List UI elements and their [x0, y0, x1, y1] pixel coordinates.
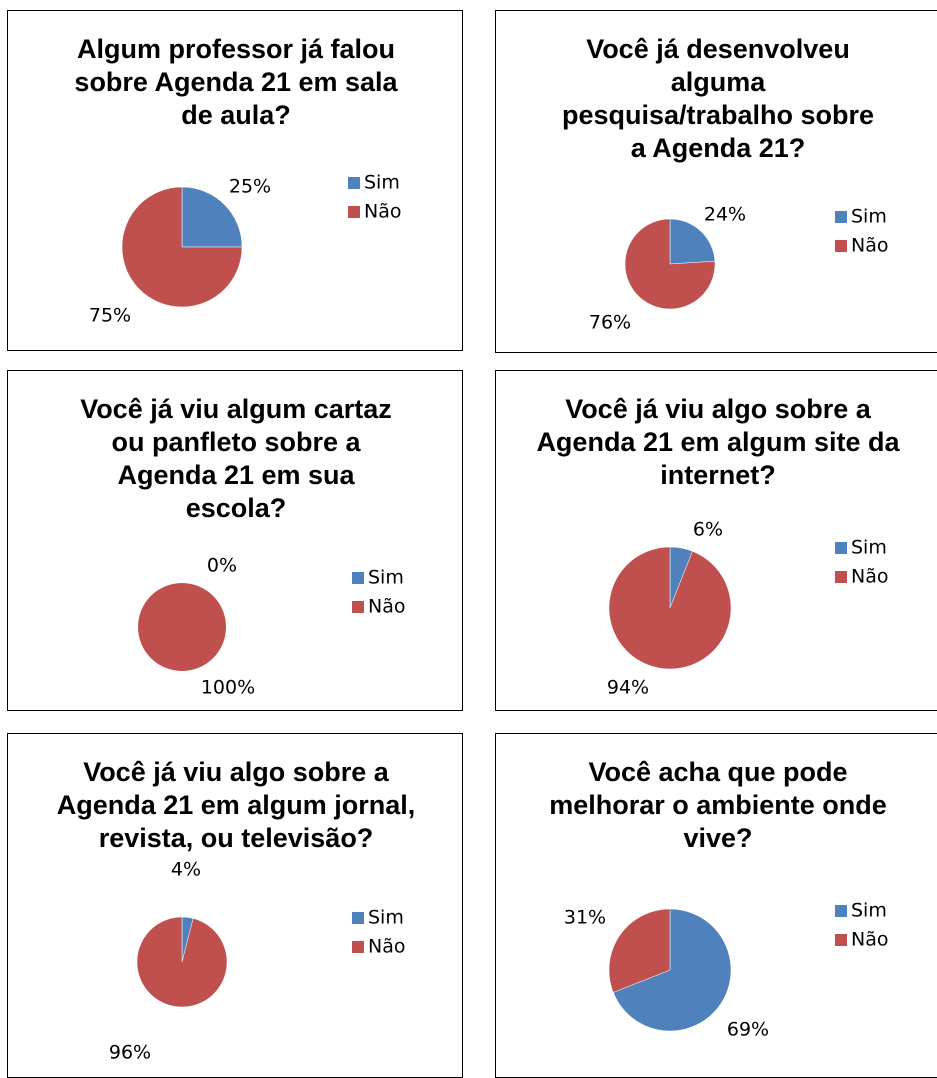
legend-label: Não — [851, 566, 888, 588]
pie-slice — [136, 916, 228, 1008]
legend-label: Sim — [368, 907, 404, 929]
data-label: 94% — [607, 677, 649, 699]
legend-label: Não — [368, 596, 405, 618]
data-label: 96% — [109, 1042, 151, 1064]
legend-swatch — [352, 941, 364, 953]
data-label: 6% — [693, 519, 723, 541]
chart-title: Você já desenvolveu alguma pesquisa/trab… — [561, 34, 875, 163]
data-label: 25% — [229, 176, 271, 198]
legend-label: Sim — [851, 537, 887, 559]
chart-panel: Você já viu algo sobre a Agenda 21 em al… — [495, 370, 937, 711]
chart-title: Você já viu algo sobre a Agenda 21 em al… — [536, 394, 900, 490]
chart-panel: Você acha que pode melhorar o ambiente o… — [495, 733, 937, 1078]
legend-label: Não — [851, 235, 888, 257]
pie-slice — [121, 186, 243, 308]
chart-title: Você acha que pode melhorar o ambiente o… — [549, 757, 887, 853]
legend-swatch — [835, 240, 847, 252]
data-label: 4% — [171, 859, 201, 881]
pie-slice — [612, 908, 732, 1032]
data-label: 0% — [207, 555, 237, 577]
legend-swatch — [352, 912, 364, 924]
legend-label: Não — [368, 936, 405, 958]
legend-swatch — [835, 542, 847, 554]
legend-label: Sim — [851, 206, 887, 228]
data-label: 31% — [564, 907, 606, 929]
pie-slice — [181, 186, 243, 248]
legend-label: Sim — [851, 900, 887, 922]
legend-label: Não — [364, 201, 401, 223]
chart-panel: Você já viu algum cartaz ou panfleto sob… — [7, 370, 463, 711]
legend-swatch — [835, 934, 847, 946]
legend-swatch — [835, 905, 847, 917]
legend-swatch — [348, 206, 360, 218]
legend-label: Sim — [368, 567, 404, 589]
data-label: 24% — [704, 204, 746, 226]
data-label: 76% — [589, 312, 631, 334]
chart-panel: Você já desenvolveu alguma pesquisa/trab… — [495, 10, 937, 353]
data-label: 100% — [201, 677, 255, 699]
legend-swatch — [835, 211, 847, 223]
chart-title: Você já viu algo sobre a Agenda 21 em al… — [56, 757, 416, 853]
chart-title: Algum professor já falou sobre Agenda 21… — [74, 34, 398, 130]
data-label: 69% — [727, 1019, 769, 1041]
chart-title: Você já viu algum cartaz ou panfleto sob… — [80, 394, 392, 523]
pie-slice — [624, 218, 716, 310]
legend-swatch — [348, 177, 360, 189]
pie-slice — [608, 546, 732, 670]
chart-panel: Você já viu algo sobre a Agenda 21 em al… — [7, 733, 463, 1078]
pie-slice — [669, 218, 716, 265]
data-label: 75% — [89, 305, 131, 327]
pie-slice — [608, 908, 671, 993]
legend-label: Não — [851, 929, 888, 951]
legend-swatch — [352, 601, 364, 613]
legend-swatch — [352, 572, 364, 584]
legend-label: Sim — [364, 172, 400, 194]
legend-swatch — [835, 571, 847, 583]
pie-slice — [138, 583, 226, 671]
chart-panel: Algum professor já falou sobre Agenda 21… — [7, 10, 463, 351]
